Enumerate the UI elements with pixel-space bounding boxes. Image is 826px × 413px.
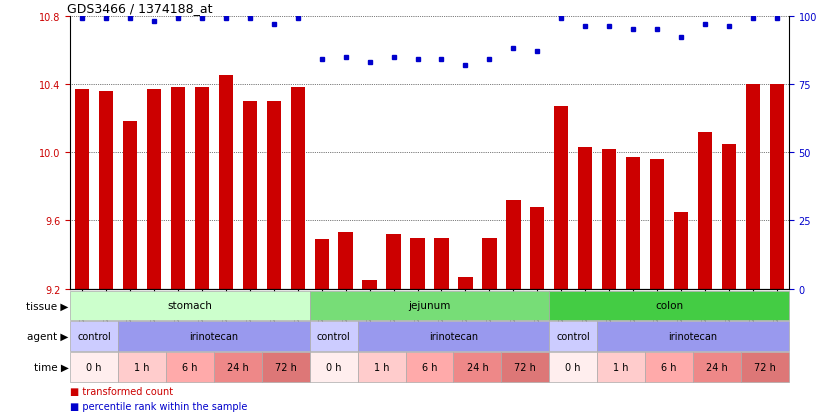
Bar [291,88,305,289]
Bar [70,291,310,320]
Bar [358,352,406,382]
Bar [698,133,712,289]
Bar [506,201,520,289]
Bar [482,238,496,289]
Text: 72 h: 72 h [515,362,536,372]
Text: time ▶: time ▶ [34,362,69,372]
Text: control: control [78,331,111,341]
Bar [70,352,118,382]
Bar [243,102,257,289]
Text: 24 h: 24 h [706,362,728,372]
Bar [363,280,377,289]
Text: control: control [317,331,350,341]
Text: 6 h: 6 h [662,362,676,372]
Text: 24 h: 24 h [467,362,488,372]
Bar [70,321,118,351]
Bar [219,76,233,289]
Bar [674,212,688,289]
Bar [214,352,262,382]
Text: GDS3466 / 1374188_at: GDS3466 / 1374188_at [67,2,212,15]
Bar [549,321,597,351]
Text: ■ percentile rank within the sample: ■ percentile rank within the sample [70,401,248,411]
Text: 0 h: 0 h [87,362,102,372]
Bar [578,148,592,289]
Text: 1 h: 1 h [374,362,389,372]
Bar [645,352,693,382]
Text: 6 h: 6 h [183,362,197,372]
Bar [195,88,209,289]
Bar [99,92,113,289]
Bar [123,122,137,289]
Bar [406,352,453,382]
Text: control: control [557,331,590,341]
Bar [746,85,760,289]
Bar [549,291,789,320]
Bar [722,144,736,289]
Bar [626,158,640,289]
Text: stomach: stomach [168,301,212,311]
Bar [267,102,281,289]
Bar [434,238,449,289]
Text: 72 h: 72 h [275,362,297,372]
Bar [597,352,645,382]
Text: 6 h: 6 h [422,362,437,372]
Bar [339,233,353,289]
Text: colon: colon [655,301,683,311]
Bar [458,277,472,289]
Bar [310,352,358,382]
Text: 24 h: 24 h [227,362,249,372]
Bar [453,352,501,382]
Text: 1 h: 1 h [135,362,150,372]
Bar [118,352,166,382]
Text: 1 h: 1 h [614,362,629,372]
Bar [171,88,185,289]
Bar [530,207,544,289]
Bar [358,321,549,351]
Bar [166,352,214,382]
Bar [602,150,616,289]
Bar [75,90,89,289]
Bar [387,235,401,289]
Text: agent ▶: agent ▶ [27,331,69,341]
Text: irinotecan: irinotecan [668,331,718,341]
Bar [554,107,568,289]
Bar [770,85,784,289]
Bar [310,291,549,320]
Text: 0 h: 0 h [566,362,581,372]
Bar [118,321,310,351]
Bar [147,90,161,289]
Bar [262,352,310,382]
Text: ■ transformed count: ■ transformed count [70,387,173,396]
Text: 0 h: 0 h [326,362,341,372]
Text: 72 h: 72 h [754,362,776,372]
Bar [315,240,329,289]
Text: irinotecan: irinotecan [189,331,239,341]
Text: irinotecan: irinotecan [429,331,478,341]
Bar [650,160,664,289]
Text: tissue ▶: tissue ▶ [26,301,69,311]
Bar [549,352,597,382]
Bar [411,238,425,289]
Bar [310,321,358,351]
Text: jejunum: jejunum [408,301,451,311]
Bar [741,352,789,382]
Bar [597,321,789,351]
Bar [501,352,549,382]
Bar [693,352,741,382]
